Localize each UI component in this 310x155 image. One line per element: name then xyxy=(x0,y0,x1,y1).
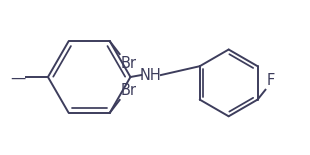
Text: Br: Br xyxy=(121,56,137,71)
Text: Br: Br xyxy=(121,83,137,98)
Text: NH: NH xyxy=(139,68,161,83)
Text: F: F xyxy=(266,73,275,88)
Text: —: — xyxy=(10,71,25,86)
